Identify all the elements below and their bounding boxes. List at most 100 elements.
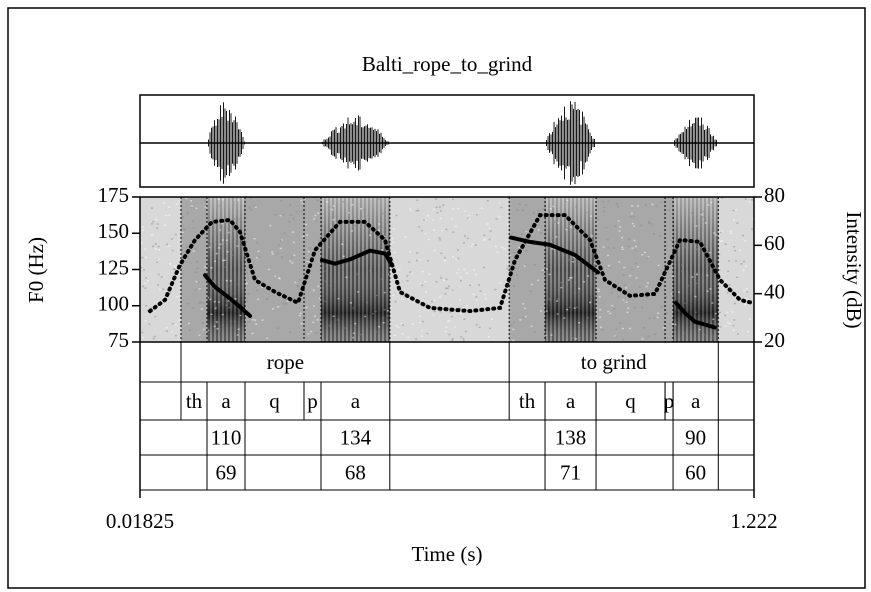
spectrogram-speckle [271,253,274,255]
spectrogram-speckle [290,256,293,259]
spectrogram-speckle [253,238,256,240]
spectrogram-speckle [395,214,398,217]
y2-tick-label: 20 [764,328,785,352]
spectrogram-speckle [232,204,235,207]
spectrogram-speckle [607,310,610,313]
spectrogram-speckle [303,198,306,200]
spectrogram-speckle [718,269,721,271]
spectrogram-speckle [605,226,608,229]
spectrogram-speckle [190,200,193,202]
spectrogram-speckle [141,256,144,259]
spectrogram-speckle [178,319,181,322]
spectrogram-speckle [711,302,714,304]
spectrogram-speckle [280,256,283,258]
spectrogram-speckle [400,322,403,325]
spectrogram-speckle [657,312,660,315]
spectrogram-speckle [163,202,166,204]
spectrogram-speckle [648,222,651,225]
spectrogram-speckle [525,204,528,206]
spectrogram-speckle [512,285,515,288]
spectrogram-speckle [408,250,411,253]
spectrogram-speckle [691,276,694,278]
spectrogram-speckle [700,224,703,227]
spectrogram-speckle [565,228,568,231]
spectrogram-speckle [566,308,569,311]
spectrogram-speckle [567,279,570,281]
spectrogram-speckle [421,320,424,323]
spectrogram-speckle [327,246,330,248]
spectrogram-speckle [317,285,320,288]
spectrogram-speckle [674,323,677,326]
spectrogram-speckle [255,289,258,292]
spectrogram-speckle [168,263,171,265]
spectrogram-speckle [483,237,486,240]
spectrogram-speckle [354,225,357,227]
spectrogram-speckle [651,203,654,206]
spectrogram-speckle [694,272,697,275]
spectrogram-speckle [462,307,465,309]
spectrogram-speckle [282,213,285,216]
spectrogram-speckle [491,318,494,321]
spectrogram-speckle [393,251,396,254]
spectrogram-speckle [637,266,640,268]
spectrogram-speckle [706,274,709,277]
spectrogram-speckle [544,334,547,336]
spectrogram-speckle [158,258,161,261]
y-tick-label: 175 [98,183,130,207]
spectrogram-speckle [250,317,253,320]
spectrogram-speckle [324,280,327,283]
spectrogram-speckle [698,328,701,331]
spectrogram-speckle [748,201,751,203]
spectrogram-speckle [154,243,157,245]
spectrogram-speckle [421,329,424,332]
spectrogram-speckle [551,248,554,250]
spectrogram-speckle [269,224,272,227]
spectrogram-speckle [683,246,686,248]
spectrogram-speckle [283,232,286,234]
spectrogram-speckle [732,219,735,221]
spectrogram-speckle [315,220,318,222]
spectrogram-speckle [353,242,356,245]
spectrogram-speckle [533,331,536,333]
spectrogram-speckle [635,245,638,248]
spectrogram-speckle [213,325,216,328]
spectrogram-speckle [524,264,527,266]
spectrogram-speckle [435,206,438,209]
spectrogram-speckle [170,238,173,240]
spectrogram-speckle [345,276,348,279]
spectrogram-speckle [743,290,746,292]
spectrogram-speckle [165,330,168,332]
spectrogram-speckle [454,225,457,228]
spectrogram-speckle [394,268,397,270]
spectrogram-speckle [635,277,638,279]
spectrogram-speckle [254,319,257,321]
spectrogram [140,197,754,342]
spectrogram-speckle [623,298,626,300]
spectrogram-speckle [410,272,413,275]
tier-label: a [221,389,231,413]
waveform-box [139,94,755,188]
spectrogram-speckle [439,217,442,220]
spectrogram-speckle [321,253,324,256]
spectrogram-speckle [174,267,177,269]
x-axis-label: Time (s) [412,542,483,566]
spectrogram-speckle [742,269,745,272]
spectrogram-speckle [433,299,436,302]
spectrogram-speckle [198,334,201,337]
spectrogram-speckle [494,288,497,291]
spectrogram-speckle [276,327,279,329]
spectrogram-speckle [439,296,442,298]
spectrogram-speckle [160,276,163,278]
spectrogram-speckle [692,217,695,220]
spectrogram-speckle [728,284,731,286]
spectrogram-speckle [423,219,426,221]
spectrogram-speckle [521,209,524,211]
spectrogram-speckle [646,282,649,284]
spectrogram-speckle [348,211,351,214]
spectrogram-speckle [331,208,334,211]
spectrogram-speckle [392,241,395,244]
spectrogram-speckle [406,279,409,282]
spectrogram-speckle [457,207,460,210]
spectrogram-speckle [677,258,680,260]
spectrogram-speckle [196,260,199,263]
